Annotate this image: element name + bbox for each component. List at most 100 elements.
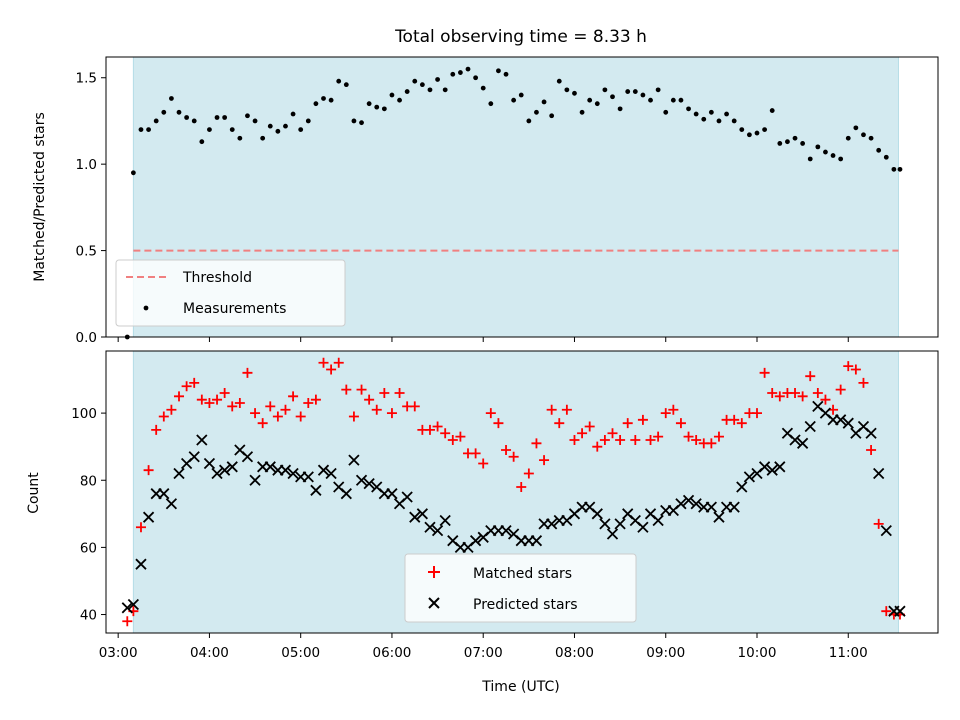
matched-star-point [295, 411, 306, 422]
measurement-point [229, 127, 235, 132]
matched-star-point [668, 404, 679, 415]
measurement-point [678, 97, 684, 103]
measurement-point [480, 85, 486, 91]
matched-star-point [630, 434, 641, 445]
predicted-star-point [743, 471, 756, 483]
measurement-point [511, 97, 517, 103]
matched-star-point [561, 404, 572, 415]
matched-star-point [637, 414, 648, 425]
matched-star-point [478, 458, 489, 469]
predicted-star-point [219, 464, 231, 476]
predicted-star-point [431, 524, 444, 537]
predicted-legend-swatch [428, 597, 440, 609]
measurement-point [663, 109, 669, 115]
measurement-point [207, 127, 212, 132]
matched-star-point [554, 418, 565, 429]
predicted-star-point [675, 498, 687, 510]
predicted-star-point [894, 605, 906, 617]
predicted-star-point [135, 558, 147, 570]
matched-star-point [820, 394, 831, 405]
predicted-star-point [804, 420, 816, 433]
x-tick-label: 11:00 [829, 645, 868, 661]
measurement-point [305, 118, 311, 124]
predicted-star-point [424, 521, 436, 533]
measurement-point [693, 111, 699, 117]
measurement-point [366, 101, 372, 107]
matched-star-point [516, 481, 527, 492]
measurement-point [381, 106, 387, 112]
bottom-x-axis: 03:00 04:00 05:00 06:00 07:00 08:00 09:00 10:00… [99, 633, 868, 661]
matched-star-point [135, 522, 146, 533]
predicted-star-point [682, 494, 695, 507]
matched-star-point [850, 364, 861, 375]
y-tick-label: 60 [80, 540, 97, 556]
x-tick-label: 07:00 [464, 645, 503, 661]
matched-star-point [265, 401, 276, 412]
matched-star-point [729, 414, 740, 425]
measurement-point [686, 106, 691, 112]
matched-star-point [805, 371, 816, 382]
measurement-point [670, 97, 676, 103]
measurement-point [602, 87, 608, 93]
measurement-point [754, 130, 760, 136]
matched-star-point [219, 387, 230, 398]
y-tick-label: 1.5 [76, 71, 97, 87]
measurement-point [427, 87, 433, 93]
measurement-point [450, 71, 456, 77]
matched-star-point [348, 411, 359, 422]
predicted-star-point [546, 518, 558, 530]
matched-star-point [440, 428, 451, 439]
measurement-point [587, 97, 593, 103]
measurement-point [640, 92, 646, 98]
matched-star-point [759, 367, 770, 378]
matched-star-point [447, 434, 458, 445]
top-y-axis: 0.0 0.5 1.0 1.5 [76, 71, 106, 346]
matched-star-point [379, 387, 390, 398]
predicted-star-point [302, 471, 314, 483]
predicted-star-point [652, 514, 664, 527]
x-tick-label: 05:00 [281, 645, 320, 661]
predicted-star-point [249, 474, 261, 486]
measurement-point [785, 139, 790, 145]
measurement-point [632, 89, 638, 94]
bottom-legend-box [404, 553, 637, 623]
matched-star-point [166, 404, 177, 415]
predicted-star-point [835, 414, 847, 426]
predicted-star-point [287, 467, 299, 480]
matched-star-point [866, 445, 877, 456]
predicted-star-point [842, 417, 854, 429]
measurement-point [146, 127, 151, 132]
measurement-point [823, 149, 828, 155]
measurement-point [473, 75, 479, 81]
matched-star-point [774, 391, 785, 402]
predicted-star-point [310, 484, 322, 496]
measurement-point [389, 92, 395, 98]
predicted-star-point [409, 511, 421, 523]
predicted-star-point [158, 488, 170, 500]
matched-star-point [394, 387, 405, 398]
matched-star-point [409, 401, 420, 412]
matched-legend-swatch [428, 566, 440, 578]
matched-star-point [691, 434, 702, 445]
matched-star-point [645, 434, 656, 445]
measurement-point [769, 108, 775, 113]
chart-title: Total observing time = 8.33 h [394, 27, 647, 47]
matched-star-point [257, 418, 268, 429]
y-tick-label: 0.0 [76, 330, 97, 346]
measurement-point [283, 123, 288, 129]
predicted-star-point [317, 464, 330, 476]
matched-star-point [751, 408, 762, 419]
predicted-star-point [690, 498, 702, 510]
predicted-star-point [591, 508, 603, 520]
matched-star-point [653, 431, 664, 442]
measurement-point [267, 123, 273, 129]
predicted-star-point [121, 602, 133, 614]
predicted-star-point [226, 461, 238, 473]
predicted-star-point [211, 467, 223, 480]
matched-star-point [501, 445, 512, 456]
measurement-point [191, 118, 197, 124]
bottom-y-axis: 40 60 80 100 [71, 406, 106, 624]
measurement-point [336, 78, 342, 84]
measurement-point [845, 135, 851, 141]
top-x-ticks [117, 337, 849, 342]
